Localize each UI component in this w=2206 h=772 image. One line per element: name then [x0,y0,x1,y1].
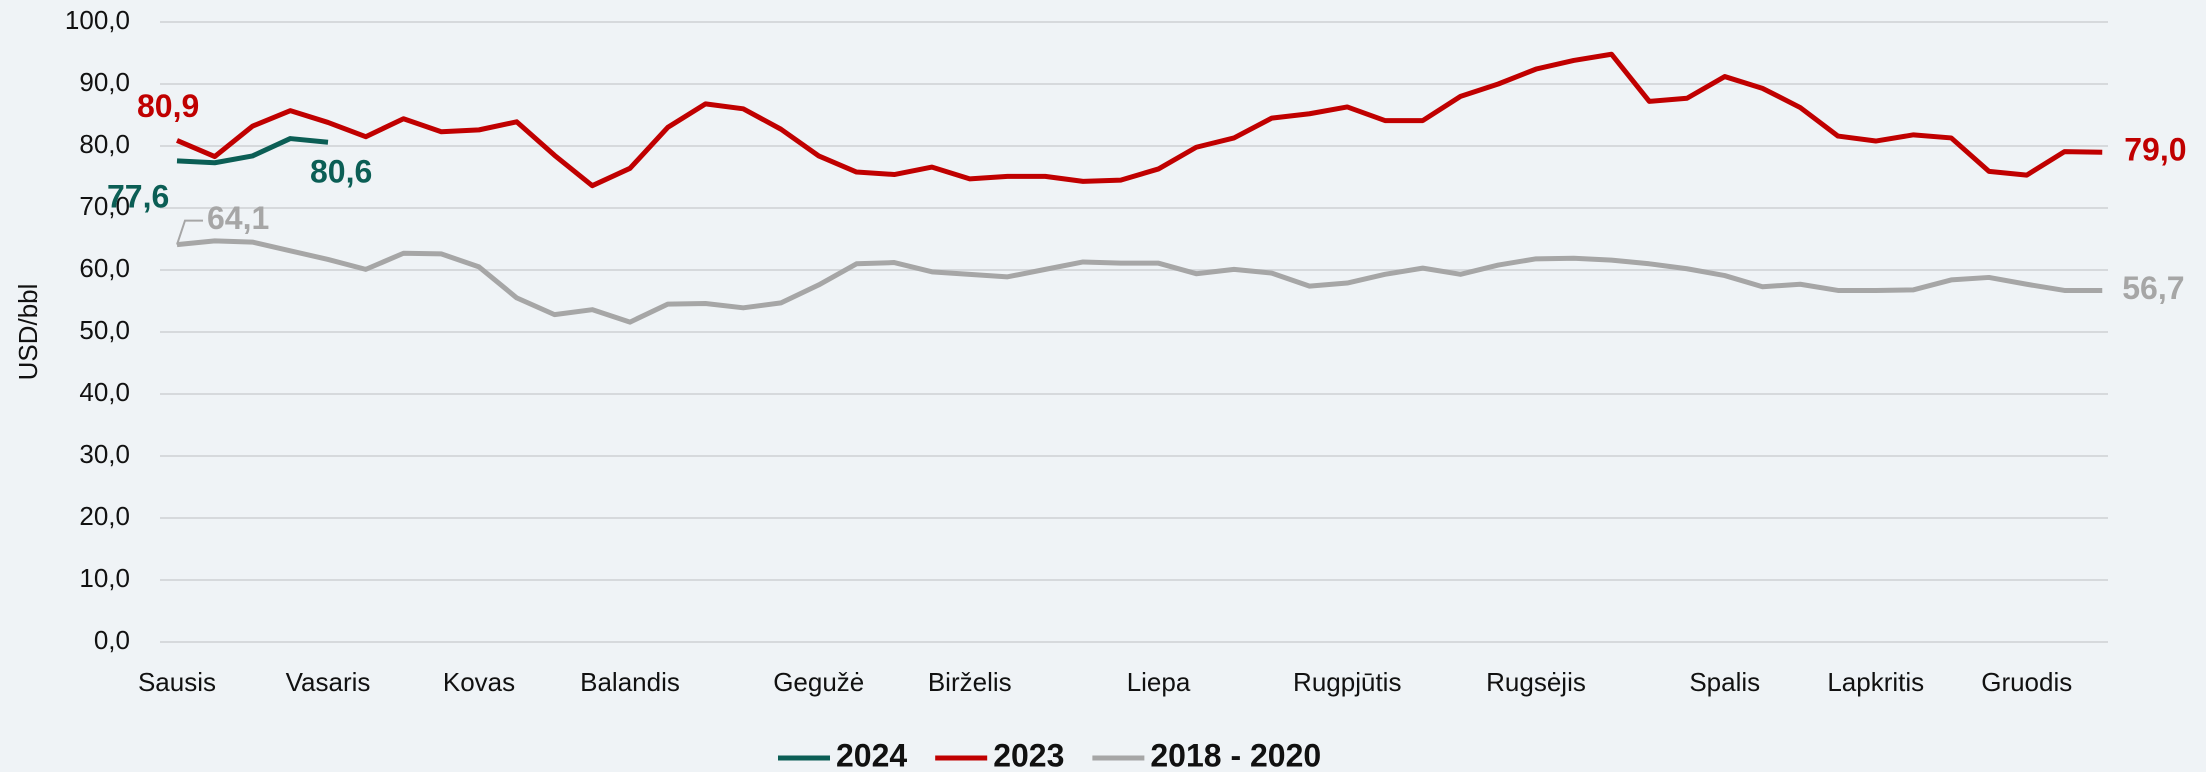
y-axis-label: USD/bbl [13,284,43,381]
y-tick-label: 80,0 [79,129,130,159]
series-line [176,136,329,166]
x-tick-label: Gegužė [773,667,864,697]
legend-label: 2024 [836,737,907,772]
series-line [176,51,2103,189]
x-tick-label: Spalis [1689,667,1760,697]
y-tick-label: 70,0 [79,191,130,221]
x-tick-label: Balandis [580,667,680,697]
data-label: 79,0 [2124,132,2186,168]
data-label: 64,1 [207,200,269,236]
y-tick-label: 50,0 [79,315,130,345]
y-tick-label: 60,0 [79,253,130,283]
x-tick-label: Rugsėjis [1486,667,1586,697]
data-label: 80,6 [310,154,372,190]
legend-label: 2018 - 2020 [1150,737,1321,772]
label-leader [176,219,203,245]
y-tick-label: 0,0 [94,625,130,655]
data-label: 56,7 [2122,270,2184,306]
y-tick-label: 10,0 [79,563,130,593]
y-tick-label: 90,0 [79,67,130,97]
y-tick-label: 30,0 [79,439,130,469]
series-line [176,238,2103,325]
legend-label: 2023 [993,737,1064,772]
y-tick-label: 100,0 [65,5,130,35]
y-tick-label: 20,0 [79,501,130,531]
x-tick-label: Vasaris [286,667,371,697]
data-label: 77,6 [107,178,169,214]
x-tick-label: Gruodis [1981,667,2072,697]
x-tick-label: Sausis [138,667,216,697]
y-tick-label: 40,0 [79,377,130,407]
x-tick-label: Birželis [928,667,1012,697]
x-tick-label: Liepa [1127,667,1191,697]
data-label: 80,9 [137,88,199,124]
x-tick-label: Rugpjūtis [1293,667,1401,697]
x-tick-label: Lapkritis [1827,667,1924,697]
x-tick-label: Kovas [443,667,515,697]
